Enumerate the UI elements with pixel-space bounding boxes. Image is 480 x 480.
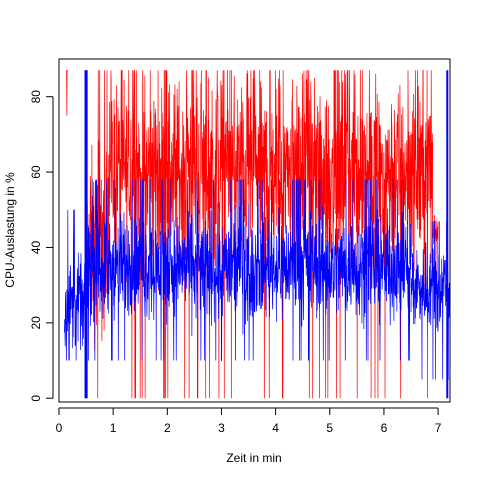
y-tick-label-20: 20 [29, 316, 43, 330]
y-axis-label: CPU-Auslastung in % [3, 172, 17, 288]
series-layer [64, 69, 450, 399]
series-2 [64, 70, 450, 399]
y-tick-label-60: 60 [29, 165, 43, 179]
y-tick-label-80: 80 [29, 90, 43, 104]
series-2-segment-3 [410, 221, 450, 380]
series-1-segment-1 [66, 69, 68, 116]
x-tick-label-2: 2 [164, 421, 171, 435]
x-tick-label-5: 5 [326, 421, 333, 435]
y-axis: 0 20 40 60 80 [29, 90, 54, 402]
x-tick-label-7: 7 [435, 421, 442, 435]
series-2-segment-1 [64, 209, 87, 361]
x-axis: 0 1 2 3 4 5 6 7 [56, 407, 442, 435]
x-tick-label-3: 3 [218, 421, 225, 435]
y-tick-label-0: 0 [29, 395, 43, 402]
x-tick-label-0: 0 [56, 421, 63, 435]
plot-area [64, 69, 450, 399]
x-tick-label-4: 4 [272, 421, 279, 435]
x-tick-label-6: 6 [381, 421, 388, 435]
series-1-segment-3 [107, 69, 434, 399]
y-tick-label-40: 40 [29, 240, 43, 254]
x-tick-label-1: 1 [110, 421, 117, 435]
plot-frame [58, 58, 451, 403]
x-axis-label: Zeit in min [226, 451, 281, 465]
series-2-segment-2 [85, 179, 412, 361]
